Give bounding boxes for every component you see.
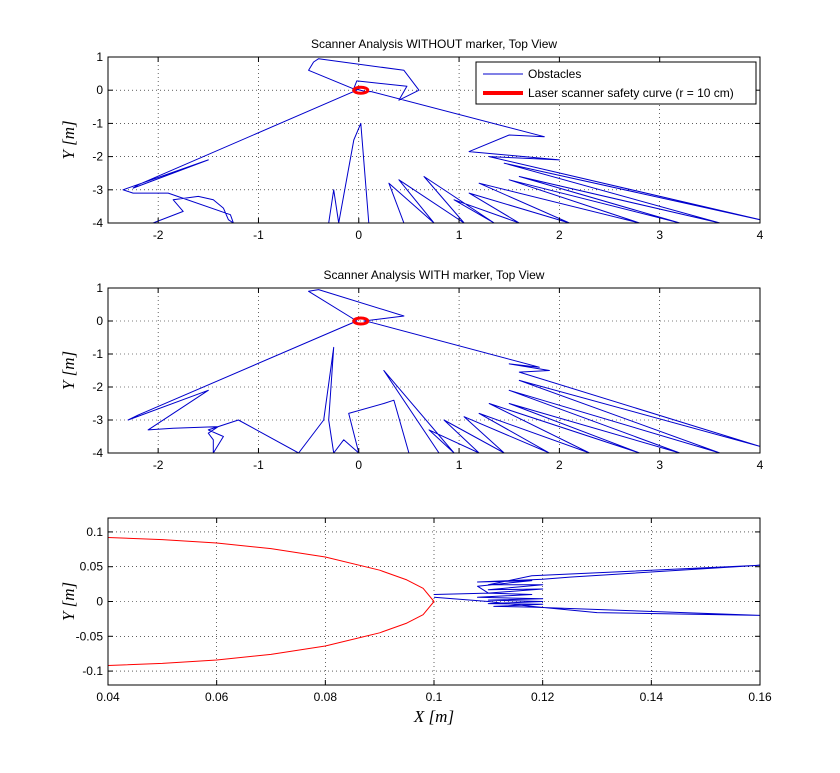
y-tick-label: -3 (92, 413, 103, 427)
y-tick-label: -1 (92, 347, 103, 361)
series-obstacles (433, 564, 760, 616)
legend-label: Obstacles (528, 67, 581, 81)
y-axis-label: Y [m] (59, 120, 78, 159)
y-tick-label: 0 (96, 83, 103, 97)
y-tick-label: -2 (92, 380, 103, 394)
legend-label: Laser scanner safety curve (r = 10 cm) (528, 86, 734, 100)
grid-lines (108, 57, 760, 223)
y-tick-label: -2 (92, 150, 103, 164)
x-tick-label: 0.12 (531, 690, 555, 704)
y-tick-label: -4 (92, 446, 103, 460)
series-safety-curve (352, 85, 370, 95)
y-tick-label: -3 (92, 183, 103, 197)
series-safety-curve (108, 537, 435, 666)
x-tick-label: 2 (556, 458, 563, 472)
legend-box (475, 61, 757, 105)
y-tick-label: -1 (92, 116, 103, 130)
x-tick-label: 0.1 (426, 690, 443, 704)
y-axis-label: Y [m] (59, 582, 78, 621)
x-tick-label: 0.06 (205, 690, 229, 704)
y-tick-label: 0.05 (80, 560, 104, 574)
y-axis-label: Y [m] (59, 351, 78, 390)
series-obstacles (122, 58, 760, 223)
y-tick-label: 1 (96, 50, 103, 64)
y-tick-label: 0.1 (86, 525, 103, 539)
x-tick-label: 3 (656, 228, 663, 242)
x-tick-label: 0 (355, 228, 362, 242)
plot-title: Scanner Analysis WITH marker, Top View (324, 268, 545, 282)
x-axis-label: X [m] (413, 707, 454, 726)
plot-area (108, 537, 760, 666)
series-safety-curve (352, 316, 370, 326)
y-tick-label: -0.1 (82, 664, 103, 678)
x-tick-label: 1 (456, 458, 463, 472)
y-tick-label: 1 (96, 281, 103, 295)
y-tick-label: 0 (96, 595, 103, 609)
x-tick-label: 0 (355, 458, 362, 472)
x-tick-label: 0.16 (748, 690, 772, 704)
y-tick-label: 0 (96, 314, 103, 328)
series-obstacles (127, 289, 760, 453)
plot-area (127, 289, 760, 453)
x-tick-label: 1 (456, 228, 463, 242)
axes-box (107, 287, 761, 454)
grid-lines (108, 288, 760, 453)
x-tick-label: -1 (253, 228, 264, 242)
plot-area (122, 58, 760, 223)
plot-title: Scanner Analysis WITHOUT marker, Top Vie… (311, 37, 557, 51)
x-tick-label: 3 (656, 458, 663, 472)
x-tick-label: -2 (153, 228, 164, 242)
y-tick-label: -4 (92, 216, 103, 230)
x-tick-label: 0.04 (96, 690, 120, 704)
x-tick-label: -2 (153, 458, 164, 472)
grid-lines (108, 518, 760, 685)
x-tick-label: -1 (253, 458, 264, 472)
x-tick-label: 4 (757, 228, 764, 242)
x-tick-label: 4 (757, 458, 764, 472)
subplot-2: -2 -1 0 1 2 3 4 1 0 -1 -2 -3 -4 Scanner Analysis WITH… (59, 268, 764, 472)
subplot-3: 0.04 0.06 0.08 0.1 0.12 0.14 0.16 0.1 0.05 0 -0.05… (59, 517, 772, 726)
x-tick-label: 2 (556, 228, 563, 242)
y-tick-label: -0.05 (76, 629, 104, 643)
axes-box (107, 56, 761, 224)
x-tick-label: 0.08 (314, 690, 338, 704)
subplot-1: -2 -1 0 1 2 3 4 1 0 -1 -2 -3 -4 Scanner Analysis WITH… (59, 37, 764, 242)
x-tick-label: 0.14 (640, 690, 664, 704)
legend: Obstacles Laser scanner safety curve (r =… (475, 61, 757, 105)
